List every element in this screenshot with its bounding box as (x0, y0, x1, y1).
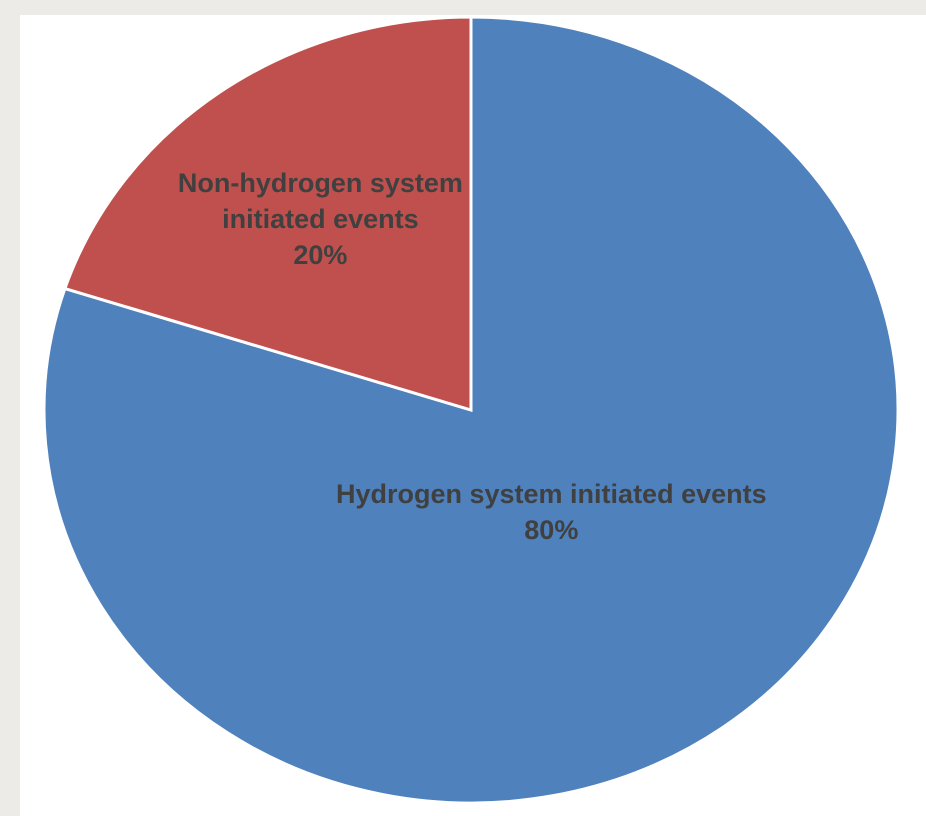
slice-value: 20% (293, 240, 348, 271)
pie-slice (62, 15, 473, 413)
slice-category: Hydrogen system initiated events (335, 478, 767, 509)
slice-category: Non-hydrogen system initiated events (177, 168, 463, 235)
slice-label: Non-hydrogen system initiated events 20% (175, 165, 465, 273)
slice-label: Hydrogen system initiated events 80% (321, 476, 781, 548)
slice-value: 80% (524, 514, 579, 545)
